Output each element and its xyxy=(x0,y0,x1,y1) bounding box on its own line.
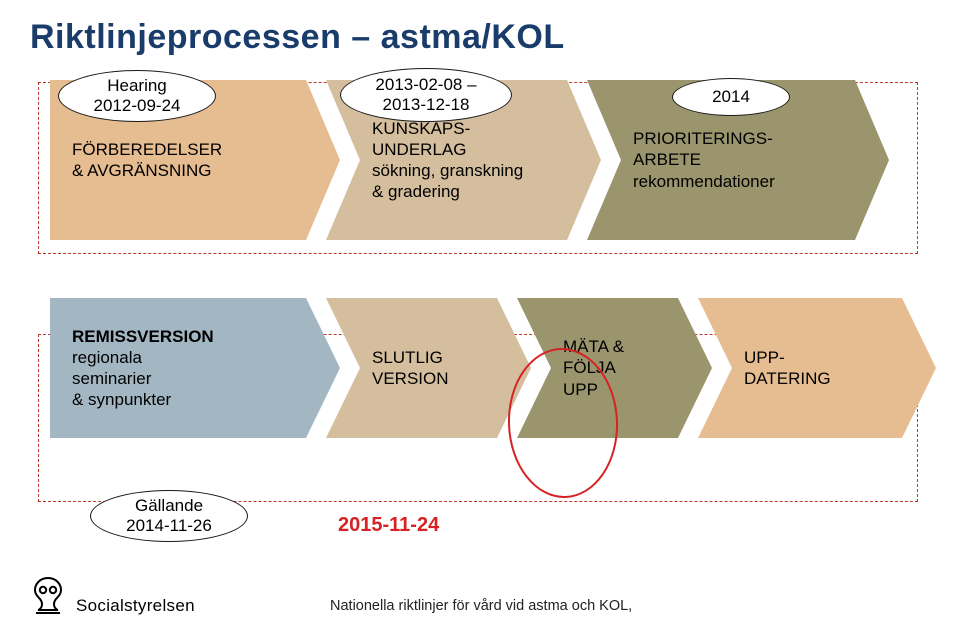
pill-line: 2013-12-18 xyxy=(341,95,511,115)
step-line: & synpunkter xyxy=(72,389,320,410)
pill-line: 2014-11-26 xyxy=(91,516,247,536)
pill-line: Hearing xyxy=(59,76,215,96)
step-line: seminarier xyxy=(72,368,320,389)
process-step: REMISSVERSIONregionalaseminarier& synpun… xyxy=(50,298,340,438)
callout-pill: 2013-02-08 –2013-12-18 xyxy=(340,68,512,122)
step-line: rekommendationer xyxy=(633,171,869,192)
callout-pill: Hearing2012-09-24 xyxy=(58,70,216,122)
step-line: MÄTA & xyxy=(563,336,692,357)
step-line: REMISSVERSION xyxy=(72,326,320,347)
process-step: UPP-DATERING xyxy=(698,298,936,438)
process-step: MÄTA &FÖLJAUPP xyxy=(517,298,712,438)
pill-line: Gällande xyxy=(91,496,247,516)
slide: Riktlinjeprocessen – astma/KOL FÖRBEREDE… xyxy=(0,0,960,632)
step-line: UPP- xyxy=(744,347,916,368)
step-line: ARBETE xyxy=(633,149,869,170)
row2-steps: REMISSVERSIONregionalaseminarier& synpun… xyxy=(50,298,922,438)
process-step: SLUTLIGVERSION xyxy=(326,298,531,438)
step-line: UPP xyxy=(563,379,692,400)
pill-line: 2013-02-08 – xyxy=(341,75,511,95)
step-line: VERSION xyxy=(372,368,511,389)
step-line: UNDERLAG xyxy=(372,139,581,160)
footer: Socialstyrelsen xyxy=(30,576,195,616)
step-line: DATERING xyxy=(744,368,916,389)
agency-logo-icon xyxy=(30,576,66,616)
callout-pill: 2014 xyxy=(672,78,790,116)
step-line: FÖRBEREDELSER xyxy=(72,139,320,160)
footer-caption: Nationella riktlinjer för vård vid astma… xyxy=(330,598,632,614)
step-line: FÖLJA xyxy=(563,357,692,378)
step-line: SLUTLIG xyxy=(372,347,511,368)
agency-name: Socialstyrelsen xyxy=(76,596,195,616)
step-line: regionala xyxy=(72,347,320,368)
page-title: Riktlinjeprocessen – astma/KOL xyxy=(30,18,930,57)
step-line: & AVGRÄNSNING xyxy=(72,160,320,181)
step-line: & gradering xyxy=(372,181,581,202)
process-row-2: REMISSVERSIONregionalaseminarier& synpun… xyxy=(50,293,930,443)
callout-pill: Gällande2014-11-26 xyxy=(90,490,248,542)
step-line: sökning, granskning xyxy=(372,160,581,181)
pill-line: 2012-09-24 xyxy=(59,96,215,116)
step-line: PRIORITERINGS- xyxy=(633,128,869,149)
publication-date: 2015-11-24 xyxy=(338,514,439,537)
pill-line: 2014 xyxy=(673,87,789,107)
